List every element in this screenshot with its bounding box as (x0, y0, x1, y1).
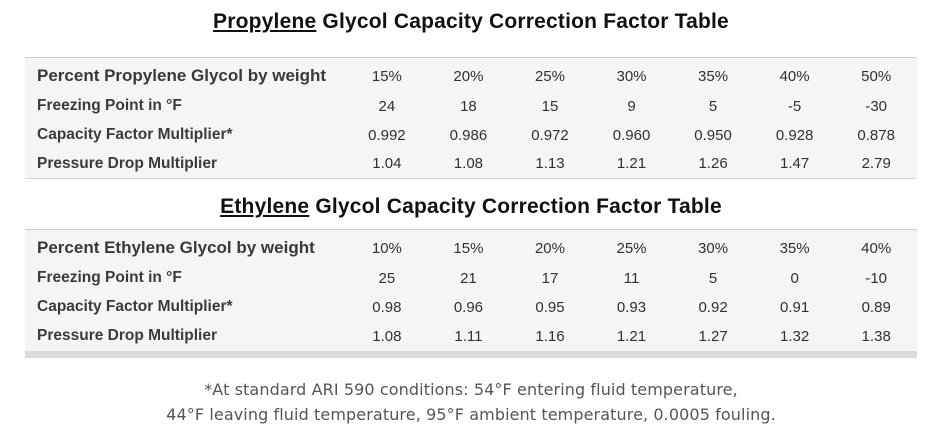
value-cell: 17 (541, 269, 559, 287)
value-cell: -10 (865, 269, 888, 287)
value-cell: 40% (779, 67, 810, 85)
table-row: Freezing Point in °F 25 21 17 11 5 0 -10 (25, 264, 917, 293)
value-cell: 25 (378, 269, 396, 287)
propylene-table-container: Percent Propylene Glycol by weight 15% 2… (25, 57, 917, 179)
footnote-line-2: 44°F leaving fluid temperature, 95°F amb… (166, 404, 776, 424)
value-cell: -5 (787, 97, 802, 115)
value-cell: 9 (627, 97, 636, 115)
value-cell: 1.32 (780, 327, 810, 345)
value-cell: 24 (378, 97, 396, 115)
value-cell: 0.96 (453, 298, 484, 316)
value-cell: 1.27 (698, 327, 728, 345)
value-cell: 0.98 (372, 298, 402, 316)
value-cell: 1.26 (698, 155, 728, 173)
value-cell: 1.21 (616, 155, 647, 173)
footnote: *At standard ARI 590 conditions: 54°F en… (0, 377, 942, 427)
value-cell: 1.11 (454, 327, 483, 345)
row-label: Freezing Point in °F (37, 97, 182, 114)
value-cell: 0.92 (698, 298, 728, 316)
value-cell: 15% (453, 239, 484, 257)
value-cell: 5 (708, 269, 718, 287)
value-cell: 1.04 (372, 155, 402, 173)
table-row: Pressure Drop Multiplier 1.04 1.08 1.13 … (25, 150, 917, 179)
value-cell: 18 (460, 97, 477, 115)
value-cell: 0 (790, 269, 799, 287)
table-row: Percent Ethylene Glycol by weight 10% 15… (25, 230, 917, 264)
row-label: Capacity Factor Multiplier* (37, 298, 233, 315)
value-cell: 0.878 (857, 126, 895, 144)
value-cell: -30 (865, 97, 888, 115)
value-cell: 50% (861, 67, 892, 85)
value-cell: 2.79 (861, 155, 891, 173)
propylene-table-title: Propylene Glycol Capacity Correction Fac… (0, 0, 942, 36)
value-cell: 40% (861, 239, 892, 257)
table-row: Percent Propylene Glycol by weight 15% 2… (25, 58, 917, 92)
value-cell: 1.08 (372, 327, 402, 345)
value-cell: 0.93 (616, 298, 647, 316)
value-cell: 0.986 (449, 126, 488, 144)
row-label: Freezing Point in °F (37, 269, 182, 286)
value-cell: 0.992 (368, 126, 406, 144)
propylene-title-rest: Glycol Capacity Correction Factor Table (316, 10, 729, 33)
horizontal-scrollbar-strip[interactable] (25, 350, 917, 358)
row-label: Percent Propylene Glycol by weight (37, 66, 327, 86)
table-row: Capacity Factor Multiplier* 0.992 0.986 … (25, 121, 917, 150)
row-label: Pressure Drop Multiplier (37, 327, 218, 344)
value-cell: 0.950 (694, 126, 732, 144)
value-cell: 0.928 (775, 126, 814, 144)
value-cell: 11 (623, 269, 640, 287)
ethylene-title-underlined-word: Ethylene (220, 195, 310, 218)
propylene-title-underlined-word: Propylene (213, 10, 317, 33)
row-label: Percent Ethylene Glycol by weight (37, 238, 315, 258)
value-cell: 30% (616, 67, 647, 85)
value-cell: 1.21 (616, 327, 647, 345)
row-label: Pressure Drop Multiplier (37, 154, 218, 172)
value-cell: 0.972 (531, 126, 569, 144)
ethylene-table-title: Ethylene Glycol Capacity Correction Fact… (0, 193, 942, 221)
value-cell: 5 (708, 97, 718, 115)
ethylene-table: Percent Ethylene Glycol by weight 10% 15… (25, 229, 917, 351)
value-cell: 0.95 (535, 298, 565, 316)
ethylene-title-rest: Glycol Capacity Correction Factor Table (309, 195, 722, 218)
value-cell: 20% (534, 239, 565, 257)
row-label: Capacity Factor Multiplier* (37, 126, 233, 143)
value-cell: 0.960 (612, 126, 651, 144)
value-cell: 30% (698, 239, 729, 257)
value-cell: 0.91 (780, 298, 810, 316)
value-cell: 25% (534, 67, 565, 85)
value-cell: 1.13 (535, 155, 565, 173)
value-cell: 1.08 (453, 155, 484, 173)
value-cell: 35% (698, 67, 729, 85)
footnote-line-1: *At standard ARI 590 conditions: 54°F en… (204, 379, 738, 399)
value-cell: 10% (371, 239, 402, 257)
value-cell: 1.16 (535, 327, 565, 345)
value-cell: 0.89 (861, 298, 891, 316)
value-cell: 25% (616, 239, 647, 257)
ethylene-table-container: Percent Ethylene Glycol by weight 10% 15… (25, 229, 917, 358)
value-cell: 35% (779, 239, 810, 257)
value-cell: 15 (541, 97, 559, 115)
value-cell: 20% (453, 67, 484, 85)
table-row: Freezing Point in °F 24 18 15 9 5 -5 -30 (25, 92, 917, 121)
value-cell: 15% (371, 67, 402, 85)
value-cell: 1.47 (780, 155, 810, 173)
value-cell: 21 (460, 269, 477, 287)
propylene-table: Percent Propylene Glycol by weight 15% 2… (25, 57, 917, 179)
table-row: Capacity Factor Multiplier* 0.98 0.96 0.… (25, 293, 917, 322)
value-cell: 1.38 (861, 327, 891, 345)
table-row: Pressure Drop Multiplier 1.08 1.11 1.16 … (25, 322, 917, 351)
